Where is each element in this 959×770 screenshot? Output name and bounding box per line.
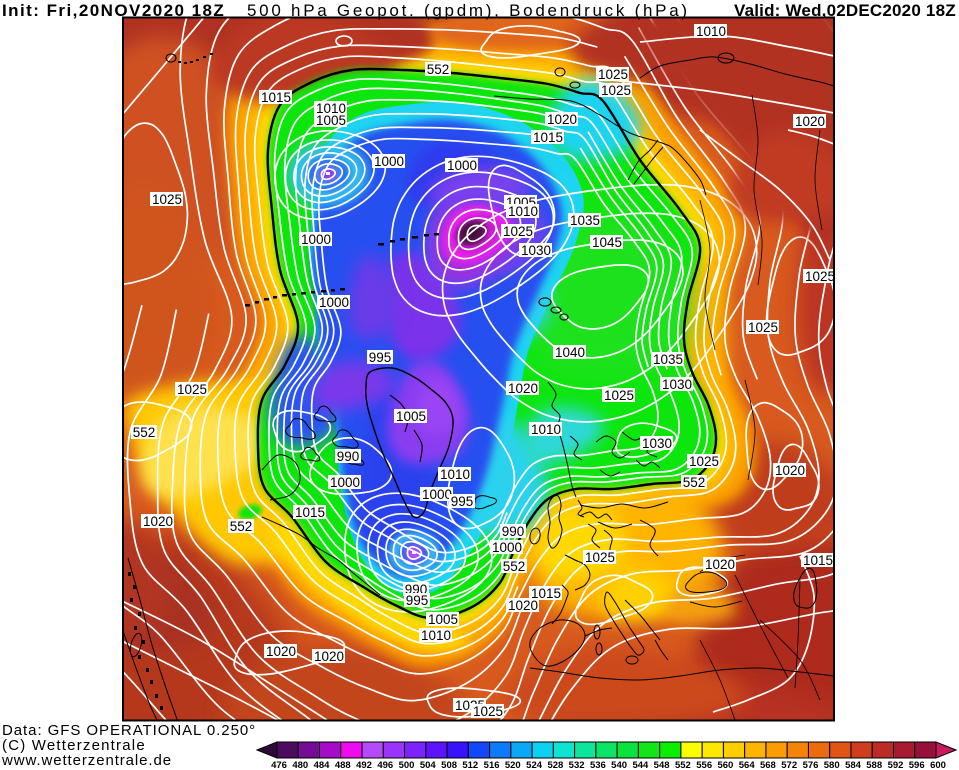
svg-text:588: 588 [866, 760, 882, 770]
svg-text:524: 524 [526, 760, 543, 770]
svg-text:528: 528 [547, 760, 563, 770]
svg-text:1025: 1025 [689, 454, 719, 469]
svg-text:995: 995 [451, 494, 474, 509]
svg-text:1025: 1025 [805, 269, 835, 284]
svg-text:1015: 1015 [261, 90, 291, 105]
svg-text:516: 516 [484, 760, 500, 770]
svg-text:1030: 1030 [521, 243, 551, 258]
svg-text:990: 990 [502, 524, 525, 539]
svg-text:1005: 1005 [428, 612, 458, 627]
svg-text:488: 488 [335, 760, 351, 770]
svg-text:1015: 1015 [803, 553, 833, 568]
svg-text:564: 564 [739, 760, 756, 770]
svg-text:1000: 1000 [330, 475, 360, 490]
svg-text:1025: 1025 [601, 83, 631, 98]
svg-text:476: 476 [271, 760, 287, 770]
svg-text:584: 584 [845, 760, 862, 770]
svg-text:544: 544 [632, 760, 649, 770]
svg-text:1005: 1005 [396, 409, 426, 424]
svg-text:1025: 1025 [598, 67, 628, 82]
svg-text:568: 568 [760, 760, 776, 770]
svg-text:1020: 1020 [143, 514, 173, 529]
svg-text:1010: 1010 [508, 204, 538, 219]
svg-text:536: 536 [590, 760, 606, 770]
svg-text:1040: 1040 [555, 345, 585, 360]
svg-text:556: 556 [696, 760, 712, 770]
svg-text:576: 576 [803, 760, 819, 770]
svg-text:1025: 1025 [604, 388, 634, 403]
svg-text:548: 548 [654, 760, 670, 770]
svg-text:560: 560 [717, 760, 733, 770]
svg-text:1020: 1020 [508, 381, 538, 396]
svg-text:1020: 1020 [547, 112, 577, 127]
svg-text:1020: 1020 [508, 598, 538, 613]
svg-text:484: 484 [314, 760, 331, 770]
svg-text:1025: 1025 [177, 382, 207, 397]
svg-text:990: 990 [337, 449, 360, 464]
svg-text:1025: 1025 [473, 704, 503, 719]
svg-text:1045: 1045 [592, 235, 622, 250]
svg-text:1020: 1020 [705, 557, 735, 572]
svg-text:1010: 1010 [440, 467, 470, 482]
svg-text:1020: 1020 [795, 114, 825, 129]
svg-text:1000: 1000 [492, 540, 522, 555]
svg-text:1005: 1005 [316, 113, 346, 128]
svg-text:1025: 1025 [152, 192, 182, 207]
svg-text:1025: 1025 [585, 550, 615, 565]
svg-text:1000: 1000 [422, 487, 452, 502]
svg-text:580: 580 [824, 760, 840, 770]
svg-text:596: 596 [909, 760, 925, 770]
svg-text:1020: 1020 [266, 644, 296, 659]
svg-text:995: 995 [406, 593, 429, 608]
svg-text:1030: 1030 [642, 436, 672, 451]
svg-text:1015: 1015 [295, 505, 325, 520]
svg-text:540: 540 [611, 760, 627, 770]
svg-text:1000: 1000 [301, 232, 331, 247]
svg-text:1000: 1000 [374, 154, 404, 169]
svg-text:552: 552 [230, 519, 253, 534]
svg-text:1010: 1010 [316, 101, 346, 116]
svg-text:1020: 1020 [314, 649, 344, 664]
svg-text:1035: 1035 [570, 213, 600, 228]
svg-text:995: 995 [369, 350, 392, 365]
svg-text:1025: 1025 [503, 224, 533, 239]
svg-text:1015: 1015 [533, 130, 563, 145]
svg-text:552: 552 [503, 559, 526, 574]
svg-text:552: 552 [683, 475, 706, 490]
svg-text:552: 552 [427, 62, 450, 77]
svg-text:1000: 1000 [447, 158, 477, 173]
svg-text:1010: 1010 [531, 422, 561, 437]
svg-text:492: 492 [356, 760, 372, 770]
svg-text:1035: 1035 [653, 352, 683, 367]
svg-text:600: 600 [930, 760, 946, 770]
svg-text:496: 496 [377, 760, 393, 770]
svg-text:552: 552 [675, 760, 691, 770]
svg-text:572: 572 [781, 760, 797, 770]
svg-text:1010: 1010 [421, 628, 451, 643]
svg-text:508: 508 [441, 760, 457, 770]
svg-text:1030: 1030 [662, 377, 692, 392]
svg-text:500: 500 [399, 760, 415, 770]
svg-text:480: 480 [292, 760, 308, 770]
svg-text:1010: 1010 [696, 24, 726, 39]
svg-text:504: 504 [420, 760, 437, 770]
svg-text:1025: 1025 [748, 320, 778, 335]
svg-text:1020: 1020 [775, 463, 805, 478]
svg-text:1000: 1000 [319, 295, 349, 310]
svg-text:1015: 1015 [531, 586, 561, 601]
svg-text:592: 592 [888, 760, 904, 770]
svg-text:532: 532 [569, 760, 585, 770]
svg-text:512: 512 [462, 760, 478, 770]
svg-text:520: 520 [505, 760, 521, 770]
svg-text:552: 552 [133, 425, 156, 440]
